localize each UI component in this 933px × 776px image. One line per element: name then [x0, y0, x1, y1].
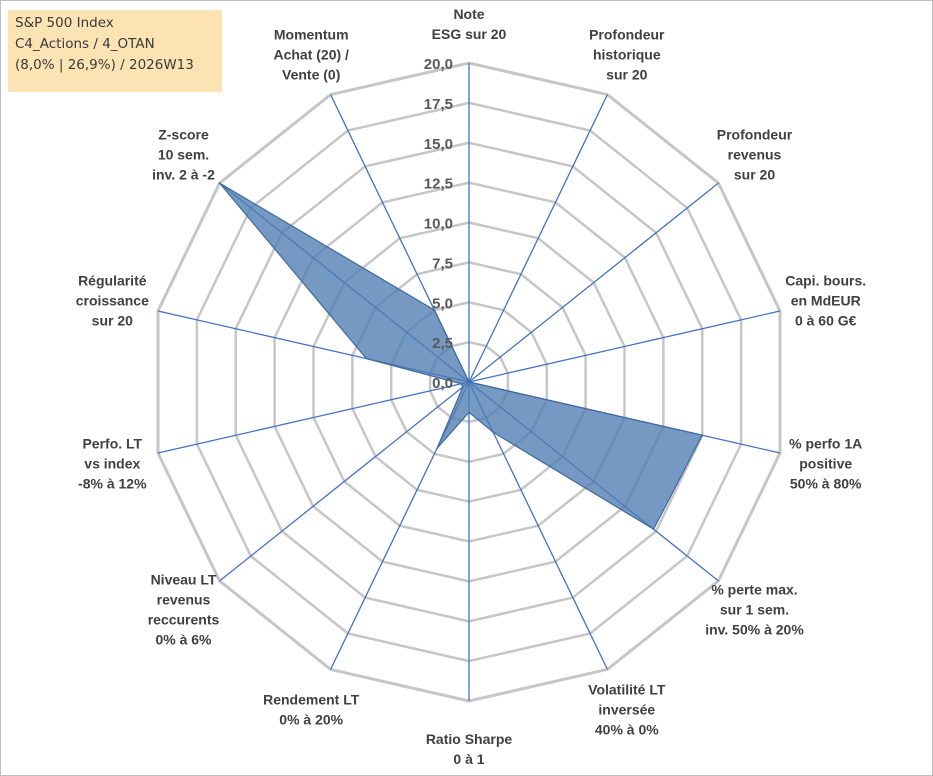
series-area-1 — [219, 182, 704, 531]
axis-label-line: 0 à 60 G€ — [795, 313, 857, 329]
axis-label-line: Achat (20) / — [273, 46, 349, 62]
axis-label-line: Z-score — [158, 126, 209, 142]
axis-label-line: revenus — [157, 592, 211, 608]
tick-label-4: 10,0 — [424, 216, 453, 233]
axis-label-line: inv. 2 à -2 — [152, 166, 215, 182]
axis-label-line: Capi. bours. — [785, 273, 866, 289]
axis-label-line: 0 à 1 — [453, 751, 484, 767]
axis-label-line: historique — [593, 46, 661, 62]
axis-label-13: Z-score 10 sem. inv. 2 à -2 — [152, 126, 215, 182]
axis-label-line: Perfo. LT — [82, 435, 142, 451]
data-point-9 — [436, 447, 439, 449]
tick-label-3: 7,5 — [432, 255, 453, 272]
data-point-11 — [460, 383, 463, 385]
axis-label-1: Note ESG sur 20 — [432, 6, 507, 42]
axis-labels: Note ESG sur 20 Profondeur historique sur 20… — [76, 6, 866, 767]
axis-label-line: Ratio Sharpe — [426, 731, 513, 747]
axis-label-line: Régularité — [78, 273, 147, 289]
axis-label-line: croissance — [76, 293, 149, 309]
radial-tick-labels: 0,0 2,5 5,0 7,5 10,0 12,5 15,0 17,5 20,0 — [424, 56, 453, 392]
axis-label-line: inversée — [598, 702, 655, 718]
tick-label-0: 0,0 — [432, 375, 453, 392]
axis-label-line: sur 20 — [606, 66, 647, 82]
axis-label-line: reccurents — [148, 612, 220, 628]
axis-label-12: Régularité croissance sur 20 — [76, 273, 149, 329]
axis-label-8: Ratio Sharpe 0 à 1 — [426, 731, 513, 767]
axis-label-line: ESG sur 20 — [432, 26, 507, 42]
info-box: S&P 500 Index C4_Actions / 4_OTAN (8,0% … — [8, 10, 222, 92]
axis-label-2: Profondeur historique sur 20 — [589, 26, 665, 82]
axis-label-line: sur 20 — [734, 166, 775, 182]
axis-label-line: Niveau LT — [151, 572, 217, 588]
axis-spoke-3 — [468, 182, 719, 383]
axis-label-line: 40% à 0% — [595, 722, 659, 738]
axis-label-6: % perte max. sur 1 sem. inv. 50% à 20% — [705, 582, 804, 638]
axis-label-line: Rendement LT — [263, 692, 360, 708]
data-point-6 — [652, 528, 655, 530]
radar-series — [218, 182, 704, 531]
axis-label-10: Niveau LT revenus reccurents 0% à 6% — [148, 572, 220, 648]
axis-label-line: revenus — [728, 146, 782, 162]
data-point-10 — [462, 386, 464, 388]
axis-label-5: % perfo 1A positive 50% à 80% — [789, 435, 862, 491]
tick-label-6: 15,0 — [424, 136, 453, 153]
axis-label-line: Profondeur — [717, 126, 793, 142]
axis-label-line: 0% à 20% — [279, 712, 343, 728]
axis-label-line: Volatilité LT — [588, 682, 666, 698]
axis-label-line: % perte max. — [711, 582, 797, 598]
axis-label-line: Profondeur — [589, 26, 665, 42]
data-point-14 — [433, 309, 436, 311]
axis-spoke-4 — [468, 310, 781, 383]
info-stats: (8,0% | 26,9%) / 2026W13 — [15, 57, 194, 73]
axis-label-line: Note — [453, 6, 484, 22]
axis-label-line: vs index — [84, 455, 140, 471]
axis-label-line: sur 1 sem. — [720, 602, 789, 618]
tick-label-8: 20,0 — [424, 56, 453, 73]
axis-label-line: inv. 50% à 20% — [705, 622, 804, 638]
tick-label-1: 2,5 — [432, 335, 453, 352]
axis-label-line: 50% à 80% — [790, 475, 862, 491]
info-category: C4_Actions / 4_OTAN — [15, 36, 155, 52]
axis-label-3: Profondeur revenus sur 20 — [717, 126, 793, 182]
axis-label-line: en MdEUR — [791, 293, 861, 309]
info-title: S&P 500 Index — [15, 15, 114, 31]
axis-label-7: Volatilité LT inversée 40% à 0% — [588, 682, 666, 738]
axis-label-line: % perfo 1A — [789, 435, 862, 451]
data-point-13 — [218, 182, 221, 184]
axis-label-line: 10 sem. — [158, 146, 209, 162]
axis-spoke-10 — [219, 381, 470, 582]
axis-label-line: Vente (0) — [282, 66, 340, 82]
tick-label-2: 5,0 — [432, 295, 453, 312]
axis-label-14: Momentum Achat (20) / Vente (0) — [273, 26, 349, 82]
data-point-12 — [365, 357, 368, 360]
axis-spoke-11 — [157, 381, 470, 454]
data-point-5 — [701, 434, 704, 437]
data-point-7 — [492, 431, 495, 434]
tick-label-5: 12,5 — [424, 176, 453, 193]
axis-label-9: Rendement LT 0% à 20% — [263, 692, 360, 728]
tick-label-7: 17,5 — [424, 96, 453, 113]
axis-label-line: positive — [799, 455, 852, 471]
axis-label-line: Momentum — [274, 26, 349, 42]
data-point-4 — [468, 381, 470, 383]
data-point-8 — [468, 411, 470, 414]
axis-label-line: sur 20 — [92, 313, 133, 329]
axis-label-line: -8% à 12% — [78, 475, 147, 491]
axis-label-11: Perfo. LT vs index -8% à 12% — [78, 435, 147, 491]
axis-spoke-2 — [468, 94, 608, 383]
axis-label-4: Capi. bours. en MdEUR 0 à 60 G€ — [785, 273, 866, 329]
axis-label-line: 0% à 6% — [155, 632, 212, 648]
